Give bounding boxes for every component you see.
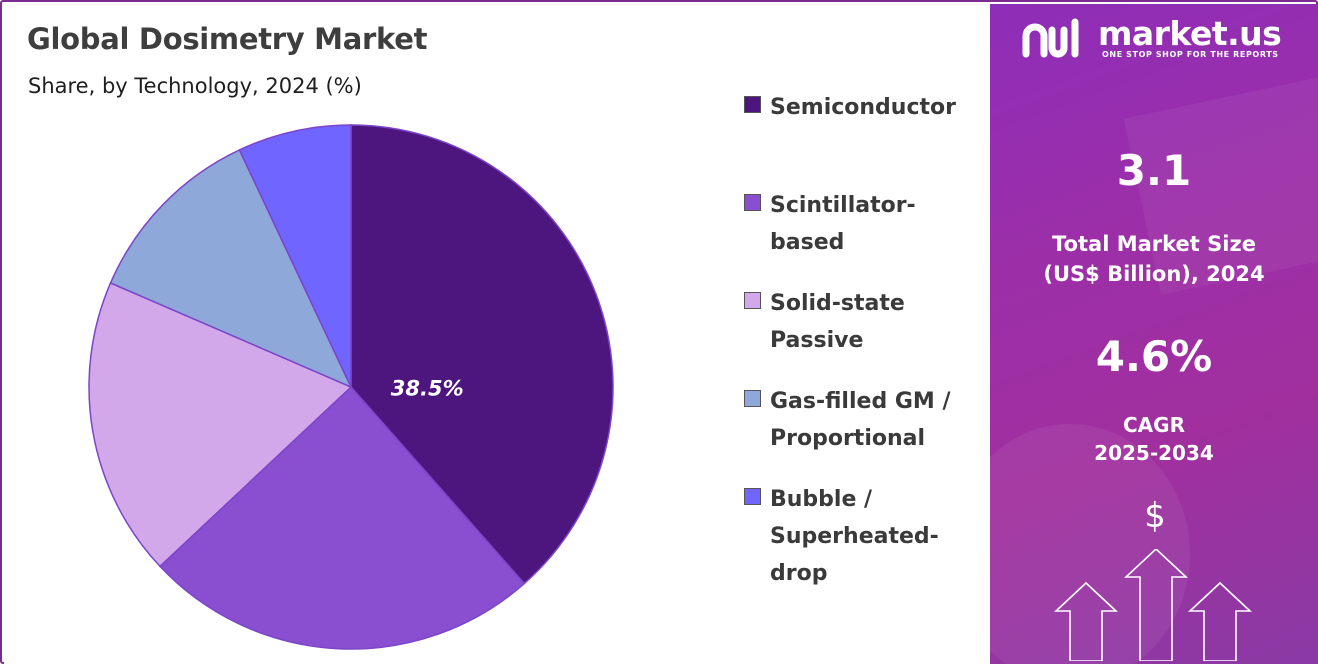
growth-arrows-icon — [1053, 549, 1253, 661]
legend-label-line: Semiconductor — [770, 95, 956, 120]
legend-label-line: Scintillator- — [770, 193, 916, 218]
legend-label: Solid-state Passive — [770, 285, 985, 359]
pie-slice-gas-filled-gm-proportional — [109, 148, 353, 389]
chart-panel: Global Dosimetry Market Share, by Techno… — [4, 4, 990, 664]
legend-swatch — [744, 390, 761, 407]
pie-chart: 38.5% — [88, 124, 614, 650]
legend-label-line: Solid-state — [770, 291, 905, 316]
legend-swatch — [744, 488, 761, 505]
cagr-label-line2: 2025-2034 — [1094, 441, 1214, 465]
market-us-logo-icon — [1022, 18, 1079, 58]
summary-panel: market.us ONE STOP SHOP FOR THE REPORTS … — [990, 4, 1318, 664]
pie-data-label: 38.5% — [391, 377, 464, 401]
brand-tagline: ONE STOP SHOP FOR THE REPORTS — [1102, 50, 1279, 59]
legend-label: Semiconductor — [770, 89, 985, 126]
market-size-value: 3.1 — [1116, 146, 1192, 195]
market-size-label-line2: (US$ Billion), 2024 — [1043, 262, 1265, 286]
market-size-label-line1: Total Market Size — [1052, 232, 1256, 256]
chart-title: Global Dosimetry Market — [27, 22, 428, 56]
dollar-icon: $ — [1144, 496, 1166, 536]
cagr-label-line1: CAGR — [1123, 413, 1185, 437]
legend-swatch — [744, 96, 761, 113]
legend-label-line: Superheated- — [770, 524, 939, 549]
legend-swatch — [744, 194, 761, 211]
legend-label: Gas-filled GM / Proportional — [770, 383, 985, 457]
legend-label-line: Passive — [770, 328, 864, 353]
legend-label-line: Gas-filled GM / — [770, 389, 951, 414]
legend-label: Bubble / Superheated-drop — [770, 481, 985, 592]
chart-subtitle: Share, by Technology, 2024 (%) — [28, 74, 362, 98]
cagr-value: 4.6% — [1095, 332, 1213, 381]
brand-block: market.us ONE STOP SHOP FOR THE REPORTS — [1020, 14, 1300, 64]
legend-label-line: based — [770, 230, 845, 255]
pie-slice-solid-state-passive — [88, 281, 353, 568]
legend-swatch — [744, 292, 761, 309]
pie-slice-bubble-superheated-drop — [238, 124, 352, 388]
pie-slice-scintillator-based — [158, 385, 526, 650]
pie-slice-semiconductor — [350, 124, 614, 585]
legend-label-line: drop — [770, 561, 828, 586]
legend-label-line: Bubble / — [770, 487, 873, 512]
legend-label: Scintillator-based — [770, 187, 985, 261]
legend-label-line: Proportional — [770, 426, 926, 451]
brand-name: market.us — [1098, 14, 1282, 53]
